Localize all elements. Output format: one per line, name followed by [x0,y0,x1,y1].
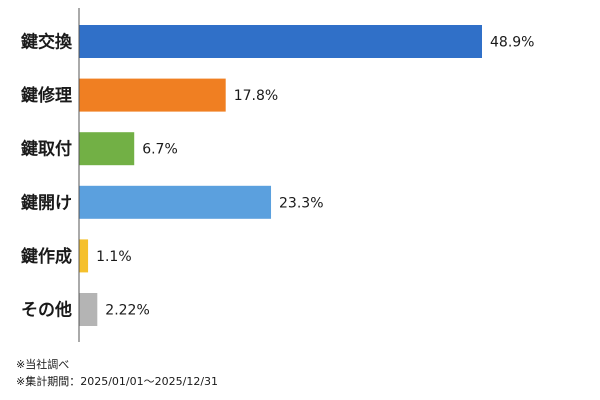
category-label-5: 鍵作成 [21,246,72,267]
bar-3 [79,132,135,166]
category-label-6: その他 [21,300,72,321]
bar-4 [79,185,272,219]
bars-group: 鍵交換 48.9% 鍵修理 17.8% 鍵取付 6.7% 鍵開け 23.3% 鍵作成 1.1% その… [21,25,534,326]
value-label-1: 48.9% [490,35,534,51]
bar-2 [79,78,226,112]
note-source: ※当社調べ [16,358,70,371]
value-label-5: 1.1% [96,249,132,265]
value-label-2: 17.8% [234,88,278,104]
bar-1 [79,25,482,58]
category-label-2: 鍵修理 [21,85,72,106]
value-label-6: 2.22% [105,303,149,319]
category-label-4: 鍵開け [21,192,72,213]
bar-5 [79,239,89,273]
note-period: ※集計期間：2025/01/01～2025/12/31 [16,375,219,388]
value-label-3: 6.7% [142,142,178,158]
chart-notes: ※当社調べ ※集計期間：2025/01/01～2025/12/31 [16,356,218,390]
category-label-3: 鍵取付 [21,139,72,160]
bar-6 [79,293,98,326]
category-label-1: 鍵交換 [21,32,73,53]
value-label-4: 23.3% [279,195,323,211]
